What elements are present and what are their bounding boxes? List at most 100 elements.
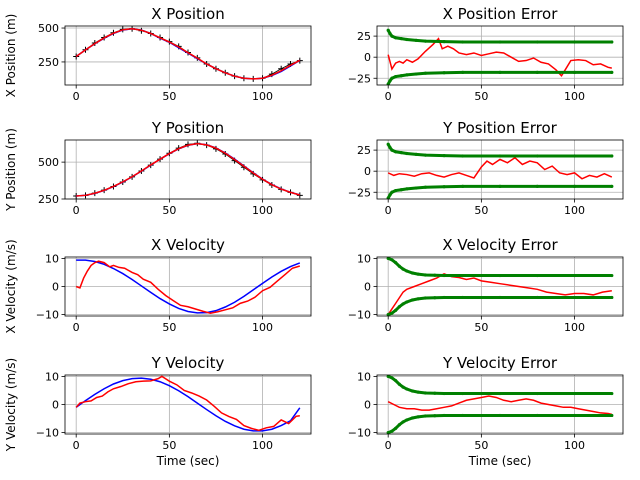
bound-marker — [423, 273, 428, 277]
bound-marker — [442, 153, 446, 158]
bound-marker — [572, 391, 577, 396]
x-tick-label: 50 — [474, 321, 488, 334]
bound-marker — [433, 414, 437, 418]
y-velocity-error-title: Y Velocity Error — [442, 354, 558, 372]
bound-marker — [610, 413, 614, 418]
bound-marker — [442, 185, 446, 189]
bound-marker — [399, 74, 403, 78]
bound-marker — [390, 258, 394, 262]
bound-marker — [610, 391, 614, 396]
y-tick-label: 0 — [364, 165, 371, 178]
bound-marker — [388, 145, 392, 150]
bound-marker — [535, 40, 539, 44]
bound-marker — [423, 185, 428, 189]
bound-marker — [401, 420, 405, 424]
y-tick-label: −10 — [36, 309, 59, 322]
x-tick-label: 100 — [564, 204, 585, 217]
x-velocity-plot-area — [75, 259, 301, 314]
bound-marker — [535, 154, 539, 158]
bound-marker — [572, 295, 577, 300]
bound-marker — [610, 40, 614, 44]
y-velocity-error-error-series — [387, 395, 612, 416]
x-position-axes-frame — [64, 25, 312, 86]
x-tick-label: 50 — [162, 439, 176, 452]
x-velocity-error-upper-bound-series — [386, 257, 614, 278]
x-tick-label: 0 — [73, 204, 80, 217]
bound-marker — [498, 40, 502, 44]
bound-marker — [535, 391, 539, 396]
y-tick-label: 500 — [38, 22, 59, 35]
bound-marker — [386, 430, 390, 434]
bound-marker — [397, 264, 401, 268]
bound-marker — [461, 391, 465, 396]
bound-marker — [461, 70, 465, 74]
y-velocity-error-plot-area — [386, 375, 614, 434]
bound-marker — [498, 184, 502, 188]
y-position-measurements-series — [73, 140, 303, 199]
bound-marker — [433, 391, 437, 395]
bound-marker — [410, 389, 415, 393]
x-tick-label: 100 — [252, 204, 273, 217]
bound-marker — [394, 188, 398, 193]
y-tick-label: 10 — [357, 370, 371, 383]
bound-marker — [405, 418, 409, 422]
bound-marker — [416, 272, 420, 276]
bound-marker — [442, 71, 446, 75]
x-position-error-panel: 0 50 100 −25 0 25 X Position Error — [348, 5, 624, 103]
bound-marker — [442, 391, 446, 396]
bound-marker — [416, 297, 420, 301]
x-tick-label: 0 — [385, 90, 392, 103]
bound-marker — [399, 151, 403, 155]
bound-marker — [405, 187, 409, 191]
y-position-error-plot-area — [386, 142, 614, 199]
x-velocity-error-error-series — [387, 273, 612, 316]
bound-marker — [405, 269, 409, 273]
y-position-error-panel: 0 50 100 −25 0 25 Y Position Error — [348, 119, 624, 217]
x-position-error-upper-bound-series — [386, 28, 614, 44]
bound-marker — [610, 295, 614, 300]
x-velocity-error-plot-area — [386, 257, 614, 316]
bound-marker — [535, 184, 539, 188]
x-tick-label: 0 — [73, 321, 80, 334]
x-tick-label: 50 — [162, 321, 176, 334]
bound-marker — [397, 305, 401, 309]
bound-marker — [388, 79, 392, 83]
x-tick-label: 100 — [564, 321, 585, 334]
x-velocity-title: X Velocity — [151, 236, 225, 254]
bound-marker — [498, 391, 502, 396]
x-position-error-error-series — [387, 37, 612, 77]
y-velocity-error-x-axis-label: Time (sec) — [468, 454, 532, 468]
y-tick-label: 0 — [364, 281, 371, 294]
bound-marker — [386, 257, 390, 261]
bound-marker — [405, 37, 409, 42]
x-tick-label: 0 — [73, 439, 80, 452]
y-tick-label: −10 — [348, 309, 371, 322]
bound-marker — [390, 311, 394, 315]
bound-marker — [610, 184, 614, 188]
bound-marker — [394, 261, 398, 265]
bound-marker — [386, 196, 390, 199]
bound-marker — [394, 74, 398, 79]
bound-marker — [401, 302, 405, 306]
x-velocity-panel: 0 50 100 −10 0 10 X Velocity X Velocity (m/s) — [4, 236, 312, 334]
bound-marker — [461, 295, 465, 300]
x-tick-label: 50 — [162, 90, 176, 103]
x-tick-label: 100 — [564, 90, 585, 103]
y-position-error-axes-frame — [376, 139, 624, 200]
y-velocity-y-axis-label: Y Velocity (m/s) — [4, 358, 18, 452]
x-tick-label: 50 — [474, 439, 488, 452]
x-position-error-lower-bound-series — [386, 70, 614, 85]
bound-marker — [610, 154, 614, 158]
y-tick-label: 250 — [38, 56, 59, 69]
y-tick-label: 0 — [364, 399, 371, 412]
x-tick-label: 50 — [474, 204, 488, 217]
bound-marker — [386, 82, 390, 85]
bound-marker — [390, 429, 394, 433]
bound-marker — [397, 423, 401, 427]
x-position-truth-series — [75, 27, 301, 80]
y-tick-label: 10 — [45, 252, 59, 265]
bound-marker — [394, 36, 398, 40]
x-velocity-error-title: X Velocity Error — [442, 236, 558, 254]
y-position-error-title: Y Position Error — [442, 119, 557, 137]
